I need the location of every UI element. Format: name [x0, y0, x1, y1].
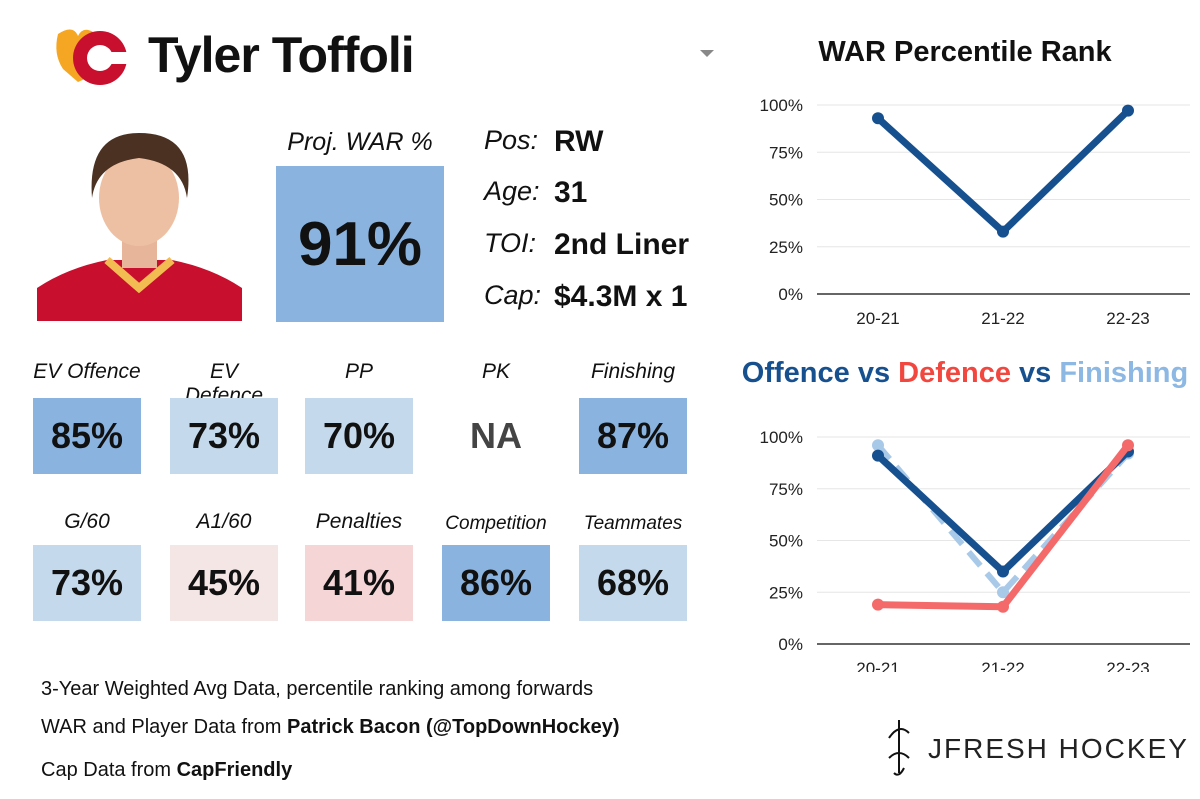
footer-cap-source: Cap Data from CapFriendly: [41, 759, 292, 782]
tile-value-g-60: 73%: [33, 545, 141, 621]
data-point: [872, 112, 884, 125]
tile-value-ev-offence: 85%: [33, 398, 141, 474]
info-value: $4.3M x 1: [554, 280, 688, 313]
y-tick-label: 75%: [769, 143, 803, 162]
x-tick-label: 21-22: [981, 309, 1024, 328]
tile-label-pp: PP: [344, 360, 373, 383]
chart2-title-part: Finishing: [1059, 357, 1189, 389]
data-point: [997, 586, 1009, 599]
data-point: [1122, 104, 1134, 117]
tile-value-pp: 70%: [305, 398, 413, 474]
source-prefix: Cap Data from: [41, 759, 177, 781]
series-line-offence: [875, 448, 1131, 576]
x-tick-label: 22-23: [1106, 659, 1149, 672]
chart2-title: Offence vs Defence vs Finishing: [740, 357, 1190, 390]
y-tick-label: 25%: [769, 238, 803, 257]
source-prefix: WAR and Player Data from: [41, 716, 288, 738]
info-key: Pos:: [484, 125, 539, 155]
chart2-title-part: vs: [1010, 357, 1060, 389]
y-tick-label: 0%: [778, 285, 803, 304]
y-tick-label: 0%: [778, 635, 803, 654]
data-point: [1122, 439, 1134, 452]
y-tick-label: 75%: [769, 480, 803, 499]
data-point: [872, 598, 884, 611]
chart2-title-part: Offence: [741, 357, 850, 389]
series-line-war: [875, 108, 1131, 236]
chart2-title-part: vs: [849, 357, 899, 389]
data-point: [997, 565, 1009, 578]
info-key: Cap:: [484, 280, 542, 310]
info-age: Age: 31: [484, 176, 587, 210]
info-cap: Cap: $4.3M x 1: [484, 280, 687, 314]
tile-label-ev-offence: EV Offence: [33, 360, 141, 383]
series-line-defence: [877, 443, 1131, 611]
info-key: Age:: [484, 176, 540, 206]
footer-note: 3-Year Weighted Avg Data, percentile ran…: [41, 678, 594, 700]
tile-value-finishing: 87%: [579, 398, 687, 474]
tile-value-pk: NA: [442, 398, 550, 474]
brand-name: JFRESH HOCKEY: [928, 733, 1189, 764]
data-point: [872, 439, 884, 452]
proj-war-value: 91%: [276, 166, 444, 322]
info-value: 31: [554, 176, 588, 209]
tile-value-competition: 86%: [442, 545, 550, 621]
y-tick-label: 100%: [760, 428, 803, 447]
tile-value-ev-defence: 73%: [170, 398, 278, 474]
info-value: RW: [554, 125, 604, 158]
info-key: TOI:: [484, 228, 537, 258]
y-tick-label: 100%: [760, 96, 803, 115]
info-value: 2nd Liner: [554, 228, 690, 261]
data-point: [997, 600, 1009, 613]
info-pos: Pos: RW: [484, 125, 603, 159]
chart1-title: WAR Percentile Rank: [818, 36, 1112, 68]
player-photo: [37, 128, 242, 321]
proj-war-label: Proj. WAR %: [287, 128, 433, 156]
tile-label-penalties: Penalties: [315, 510, 403, 533]
x-tick-label: 20-21: [856, 309, 899, 328]
info-toi: TOI: 2nd Liner: [484, 228, 689, 262]
tile-label-a1-60: A1/60: [196, 510, 252, 533]
chart2-title-part: Defence: [898, 357, 1011, 389]
data-point: [872, 449, 884, 462]
tile-label-finishing: Finishing: [590, 360, 676, 383]
x-tick-label: 20-21: [856, 659, 899, 672]
source-name: Patrick Bacon (@TopDownHockey): [287, 716, 620, 738]
dropdown-caret-icon[interactable]: [700, 50, 714, 57]
footer-war-source: WAR and Player Data from Patrick Bacon (…: [41, 716, 620, 739]
y-tick-label: 25%: [769, 583, 803, 602]
player-name: Tyler Toffoli: [148, 27, 415, 83]
offence-defence-finishing-chart: 0% 25% 50% 75% 100% 20-21 21-22 22-23: [760, 428, 1190, 672]
y-tick-label: 50%: [769, 191, 803, 210]
tile-label-pk: PK: [481, 360, 510, 383]
x-tick-label: 22-23: [1106, 309, 1149, 328]
x-tick-label: 21-22: [981, 659, 1024, 672]
tile-label-teammates: Teammates: [583, 513, 683, 534]
war-percentile-chart: 0% 25% 50% 75% 100% 20-21 21-22 22-23: [760, 96, 1190, 328]
team-logo: [56, 29, 128, 85]
source-name: CapFriendly: [176, 759, 293, 781]
tile-value-penalties: 41%: [305, 545, 413, 621]
tile-label-g-60: G/60: [64, 510, 110, 533]
tile-value-teammates: 68%: [579, 545, 687, 621]
tile-label-competition: Competition: [445, 513, 547, 534]
data-point: [997, 225, 1009, 238]
jfresh-logo-icon: [888, 720, 910, 776]
y-tick-label: 50%: [769, 532, 803, 551]
tile-value-a1-60: 45%: [170, 545, 278, 621]
